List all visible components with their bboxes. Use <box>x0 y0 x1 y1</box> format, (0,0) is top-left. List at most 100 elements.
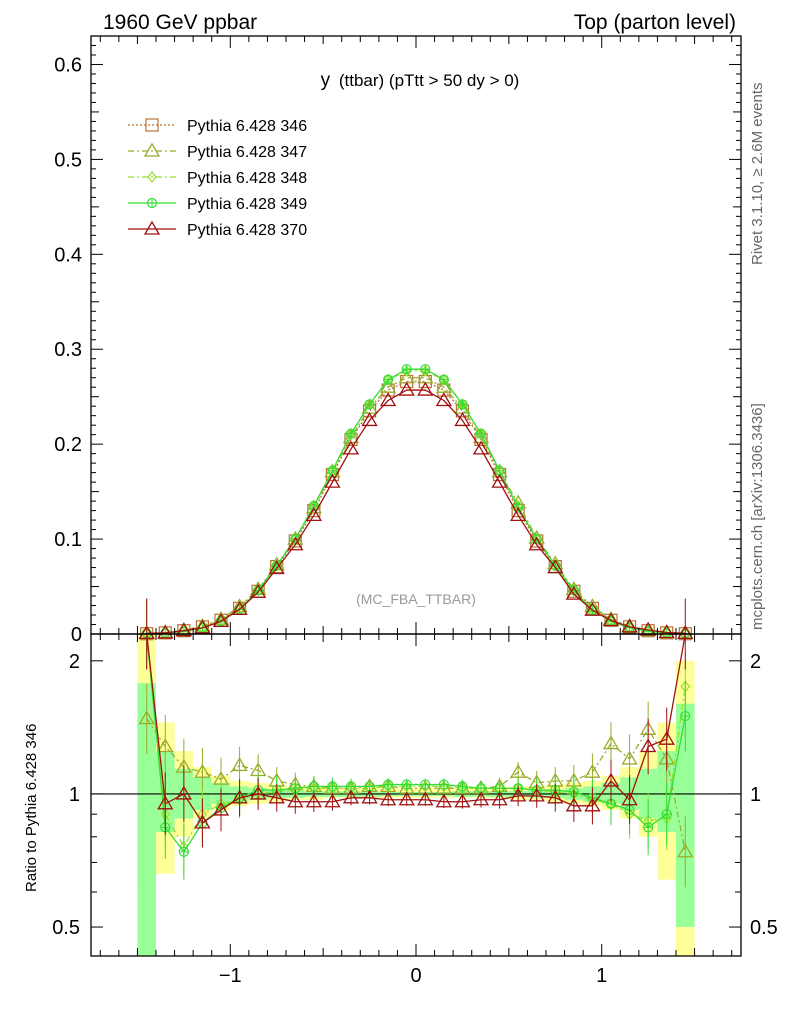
legend-entry: Pythia 6.428 347 <box>128 142 307 161</box>
data-point <box>157 738 174 753</box>
series-5 <box>138 381 694 639</box>
data-point <box>138 710 155 725</box>
data-point <box>231 757 248 772</box>
data-point <box>364 399 375 410</box>
data-point <box>472 440 490 455</box>
y-tick-label: 0.1 <box>54 529 82 551</box>
data-point <box>268 560 285 575</box>
data-point <box>661 809 672 820</box>
data-point <box>475 783 487 794</box>
data-point <box>584 797 601 812</box>
data-point <box>342 789 360 804</box>
data-point <box>145 118 159 132</box>
data-point <box>398 791 415 806</box>
data-point <box>194 814 211 829</box>
data-point <box>528 536 545 551</box>
data-point <box>194 619 211 634</box>
ratio-line <box>146 633 686 853</box>
data-point <box>361 789 378 804</box>
data-point <box>345 428 357 439</box>
legend-entry: Pythia 6.428 348 <box>128 170 307 187</box>
plot-title-main: y <box>321 70 331 91</box>
data-point <box>420 779 431 790</box>
data-point <box>287 793 304 808</box>
data-point <box>383 374 394 385</box>
data-point <box>584 601 601 616</box>
data-point <box>250 785 267 800</box>
data-point <box>547 559 564 574</box>
data-point <box>640 738 657 753</box>
ratio-series-2 <box>146 598 691 875</box>
data-point <box>438 779 449 790</box>
y-tick-label: 0.2 <box>54 434 82 456</box>
green-band-bin <box>676 703 695 928</box>
legend-label: Pythia 6.428 349 <box>187 196 307 213</box>
data-point <box>146 197 158 209</box>
data-point <box>643 822 654 833</box>
legend-entry: Pythia 6.428 370 <box>128 220 307 239</box>
ratio-y-tick-label-right: 2 <box>750 651 761 673</box>
data-point <box>457 399 468 410</box>
data-point <box>380 791 397 806</box>
data-point <box>584 763 601 778</box>
main-series-group <box>138 364 694 641</box>
data-point <box>472 791 490 806</box>
data-point <box>305 507 322 521</box>
process-label: Top (parton level) <box>574 11 736 34</box>
y-tick-label: 0.5 <box>54 149 82 171</box>
data-point <box>324 473 341 488</box>
data-point <box>305 793 322 808</box>
legend: Pythia 6.428 346 Pythia 6.428 347 Pythia 6… <box>128 118 307 239</box>
ratio-y-tick-label-right: 1 <box>750 784 761 806</box>
data-point <box>457 781 468 792</box>
data-point <box>143 220 161 235</box>
data-point <box>547 789 564 804</box>
ratio-series-3 <box>146 598 691 880</box>
data-point <box>658 624 675 639</box>
data-point <box>565 585 582 600</box>
data-point <box>677 843 694 858</box>
series-line <box>146 389 686 634</box>
data-point <box>268 789 285 804</box>
data-point <box>380 392 397 407</box>
data-point <box>680 710 691 722</box>
data-point <box>621 791 638 806</box>
data-point <box>602 735 620 750</box>
data-point <box>147 171 157 183</box>
data-point <box>401 779 412 790</box>
x-tick-label: −1 <box>219 965 242 987</box>
plot-title: y (ttbar) (pTtt > 50 dy > 0) <box>321 70 520 91</box>
data-point <box>454 412 471 427</box>
y-tick-label: 0.3 <box>54 339 82 361</box>
data-point <box>157 795 174 810</box>
legend-label: Pythia 6.428 348 <box>187 170 307 187</box>
data-point <box>510 507 527 521</box>
data-point <box>528 787 545 802</box>
ratio-y-tick-label-right: 0.5 <box>750 917 778 939</box>
data-point <box>621 618 638 633</box>
ratio-y-tick-label-left: 1 <box>69 784 80 806</box>
rivet-version-label: Rivet 3.1.10, ≥ 2.6M events <box>749 83 766 266</box>
data-point <box>491 791 508 806</box>
data-point <box>398 381 415 396</box>
legend-entry: Pythia 6.428 349 <box>128 196 307 213</box>
ratio-y-tick-label-left: 2 <box>69 651 80 673</box>
data-point <box>602 772 620 787</box>
energy-label: 1960 GeV ppbar <box>103 11 257 34</box>
legend-label: Pythia 6.428 346 <box>187 118 307 135</box>
data-point <box>435 793 452 808</box>
data-point <box>621 750 638 765</box>
legend-label: Pythia 6.428 347 <box>187 144 307 161</box>
ratio-line <box>146 633 686 824</box>
data-point <box>324 793 341 808</box>
ratio-axis-label: Ratio to Pythia 6.428 346 <box>23 724 40 892</box>
analysis-tag: (MC_FBA_TTBAR) <box>356 591 476 607</box>
data-point <box>510 787 527 802</box>
data-point <box>157 624 174 639</box>
ratio-series-group <box>91 598 741 888</box>
data-point <box>361 412 378 427</box>
data-point <box>212 613 230 628</box>
data-point <box>383 779 394 790</box>
data-point <box>565 797 582 812</box>
